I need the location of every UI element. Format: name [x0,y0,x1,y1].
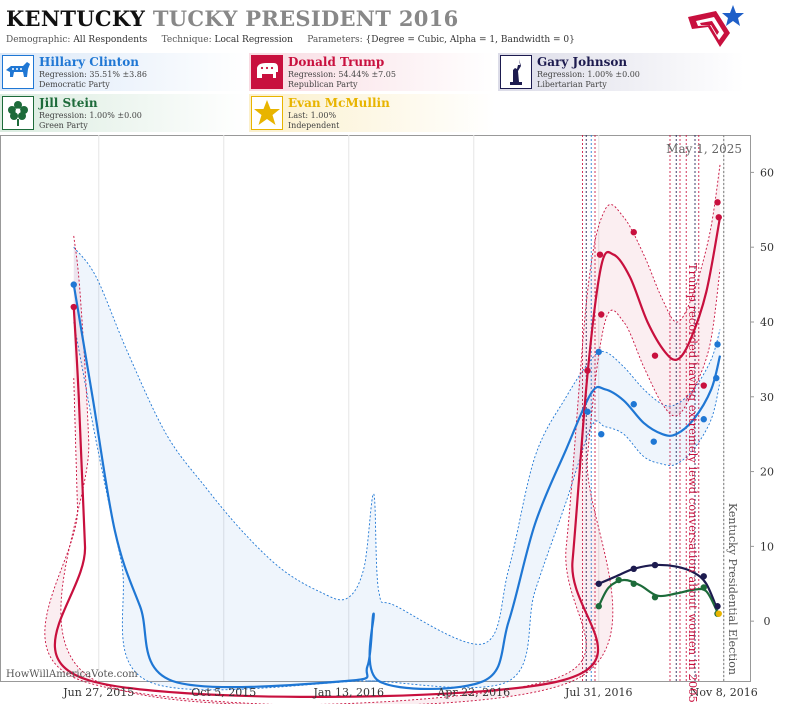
candidate-name: Donald Trump [288,55,385,69]
donald-trump-poll-point [598,311,605,318]
x-tick-label: Apr 22, 2016 [436,686,510,699]
candidate-party: Independent [288,121,340,130]
jill-stein-poll-point [595,603,602,610]
parameters-line: Demographic: All Respondents Technique: … [6,35,575,45]
x-axis: Jun 27, 2015 Oct 5, 2015 Jan 13, 2016 Apr 2… [62,686,758,699]
y-tick-label: 50 [760,241,774,254]
y-axis: 0 10 20 30 40 50 60 [750,166,774,628]
hillary-clinton-poll-point [700,416,707,423]
donald-trump-upper-bound [60,164,721,706]
hillary-clinton-regression-line [72,284,722,691]
x-tick-label: Oct 5, 2015 [191,686,256,699]
donald-trump-poll-point [584,367,591,374]
title-rest: TUCKY PRESIDENT 2016 [152,6,459,31]
elephant-icon [251,55,283,89]
technique-value: Local Regression [214,35,293,45]
hillary-clinton-poll-point [70,281,77,288]
donald-trump-confidence-area [44,164,721,706]
gary-johnson-poll-point [714,603,721,610]
candidate-name: Hillary Clinton [39,55,139,69]
date-label: May 1, 2025 [666,142,742,156]
jill-stein-poll-point [700,584,707,591]
event-annotation-election: Kentucky Presidential Election [726,503,739,675]
donald-trump-regression-line [53,217,722,698]
candidate-regression: Regression: 1.00% ±0.00 [537,70,640,79]
x-tick-label: Nov 8, 2016 [690,686,758,699]
technique-label: Technique: [161,35,212,45]
x-tick-label: Jun 27, 2015 [62,686,134,699]
hillary-clinton-poll-point [595,348,602,356]
demographic-value: All Respondents [73,35,148,45]
chart-container: Jun 27, 2015 Oct 5, 2015 Jan 13, 2016 Apr 2… [0,135,789,707]
y-tick-label: 10 [760,540,774,553]
hillary-clinton-upper-bound [73,246,721,645]
hillary-clinton-poll-point [713,374,720,382]
candidate-name: Gary Johnson [537,55,628,69]
y-tick-label: 0 [764,615,771,628]
event-annotation-lewd-conversation: Trump recorded having extremely lewd con… [686,263,700,703]
candidate-card-trump: Donald Trump Regression: 54.44% ±7.05 Re… [249,53,495,91]
demographic-label: Demographic: [6,35,71,45]
gary-johnson-poll-point [595,580,602,587]
poll-chart: Jun 27, 2015 Oct 5, 2015 Jan 13, 2016 Apr 2… [0,135,774,707]
parameters-value: {Degree = Cubic, Alpha = 1, Bandwidth = … [365,35,575,45]
donald-trump-poll-point [70,303,77,311]
jill-stein-poll-point [615,576,622,584]
gary-johnson-poll-point [700,573,707,580]
jill-stein-poll-point [651,594,659,601]
candidate-name: Jill Stein [39,96,98,110]
flower-icon [2,96,34,130]
donald-trump-poll-point [715,214,722,221]
star-icon [251,96,283,130]
site-logo-icon [688,5,744,47]
candidate-party: Green Party [39,121,88,130]
candidate-regression: Regression: 35.51% ±3.86 [39,70,147,79]
donkey-icon [2,55,34,89]
page-title: KENTUCKY TUCKY PRESIDENT 2016 [6,6,459,31]
statue-of-liberty-icon [500,55,532,89]
gary-johnson-poll-point [630,565,637,573]
candidate-regression: Regression: 54.44% ±7.05 [288,70,396,79]
x-tick-label: Jul 31, 2016 [564,686,633,699]
candidate-card-stein: Jill Stein Regression: 1.00% ±0.00 Green… [0,94,246,132]
candidate-regression: Regression: 1.00% ±0.00 [39,111,142,120]
poll-points [70,199,722,617]
y-tick-label: 40 [760,316,774,329]
donald-trump-poll-point [700,382,707,389]
x-tick-label: Jan 13, 2016 [312,686,384,699]
donald-trump-poll-point [714,199,721,206]
hillary-clinton-poll-point [714,341,721,348]
hillary-clinton-lower-bound [73,321,721,691]
candidate-party: Democratic Party [39,80,110,89]
candidate-name: Evan McMullin [288,96,390,110]
plot-frame [0,135,751,682]
title-state: KENTUCKY [6,6,146,31]
donald-trump-poll-point [651,352,659,359]
candidate-regression: Last: 1.00% [288,111,337,120]
gary-johnson-regression-line [598,563,719,611]
evan-mcmullin-poll-point [715,610,722,617]
jill-stein-poll-point [630,580,637,587]
hillary-clinton-poll-point [584,408,591,415]
candidate-party: Republican Party [288,80,358,89]
candidate-party: Libertarian Party [537,80,607,89]
hillary-clinton-poll-point [630,401,637,408]
y-tick-label: 20 [760,466,774,479]
parameters-label: Parameters: [307,35,363,45]
confidence-bands [44,164,721,707]
candidate-card-clinton: Hillary Clinton Regression: 35.51% ±3.86… [0,53,246,91]
event-lines [582,135,725,681]
donald-trump-poll-point [630,229,637,236]
hillary-clinton-poll-point [650,438,657,445]
hillary-clinton-confidence-area [73,247,720,690]
hillary-clinton-poll-point [598,430,605,438]
y-tick-label: 60 [760,166,774,179]
gary-johnson-poll-point [651,561,659,569]
candidate-card-mcmullin: Evan McMullin Last: 1.00% Independent [249,94,495,132]
annotations: Trump recorded having extremely lewd con… [686,263,739,703]
y-tick-label: 30 [760,391,774,404]
donald-trump-poll-point [596,251,604,258]
candidate-card-johnson: Gary Johnson Regression: 1.00% ±0.00 Lib… [498,53,744,91]
watermark: HowWillAmericaVote.com [6,669,138,680]
